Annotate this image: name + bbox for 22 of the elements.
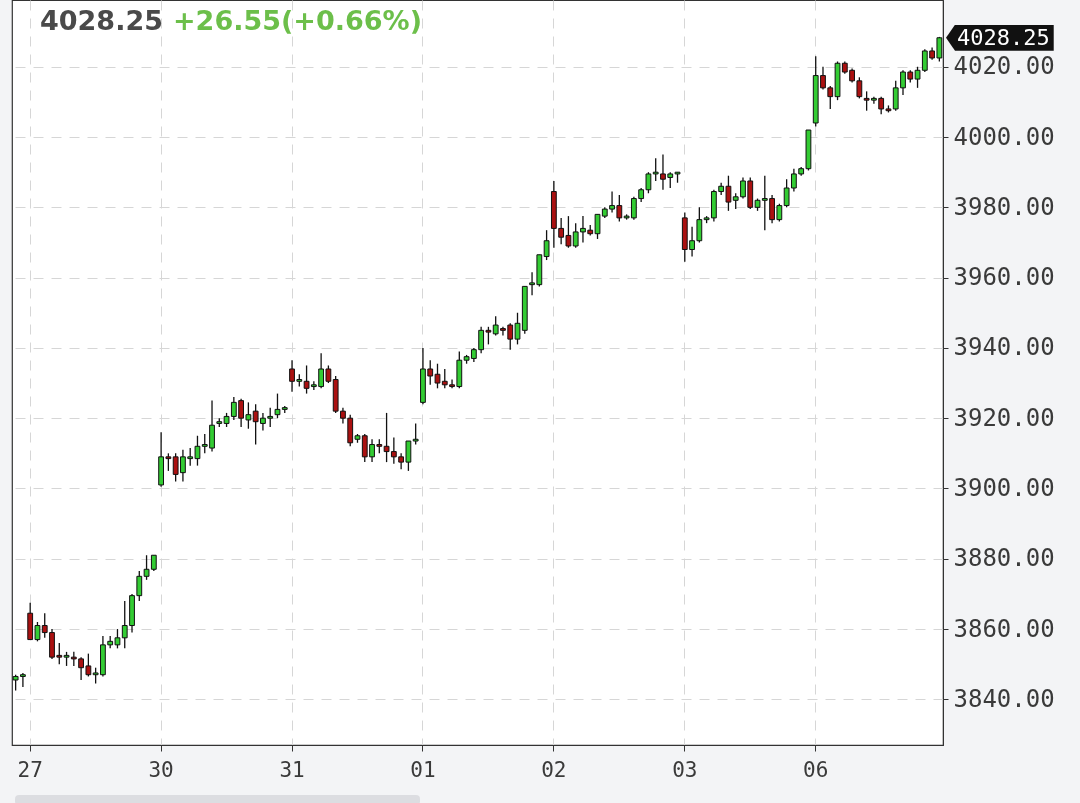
y-tick-label: 3920.00 [953,403,1055,432]
x-tick-label: 31 [279,757,305,782]
x-tick-label: 02 [541,757,567,782]
text: 4028.25 [946,24,1054,51]
y-tick-label: 3980.00 [953,192,1055,221]
chart-subtitle: +26.55(+0.66%) [172,5,422,36]
x-tick-label: 30 [148,757,174,782]
y-tick-label: 4000.00 [953,122,1055,151]
y-tick-label: 4020.00 [953,52,1055,81]
x-tick-label: 06 [803,757,829,782]
y-tick-label: 3960.00 [953,263,1055,292]
x-tick-label: 03 [672,757,698,782]
candlestick [543,229,550,261]
y-tick-label: 3940.00 [953,333,1055,362]
x-tick-label: 27 [17,757,43,782]
y-tick-label: 3900.00 [953,473,1055,502]
chart-title: 4028.25 [40,5,163,36]
x-tick-label: 01 [410,757,436,782]
y-tick-label: 3880.00 [953,544,1055,573]
y-tick-label: 3860.00 [953,614,1055,643]
y-tick-label: 3840.00 [953,684,1055,713]
candlestick [412,422,419,446]
